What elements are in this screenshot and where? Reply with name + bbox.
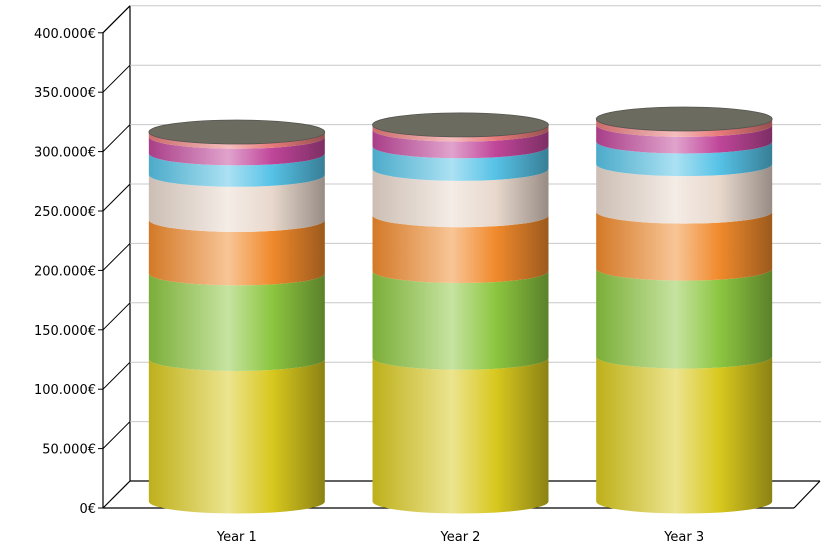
bar-segment: [148, 153, 325, 187]
cylinder-1: [148, 119, 326, 514]
bar-segment: [372, 215, 549, 284]
y-tick-label: 150.000€: [34, 324, 96, 339]
bar-segment: [148, 132, 325, 149]
wall-gridline: [102, 5, 131, 34]
y-tick-label: 50.000€: [42, 443, 96, 458]
bar-segment: [596, 356, 773, 514]
bar-segment: [596, 118, 773, 137]
bar-segment: [148, 174, 325, 232]
y-tick-label: 200.000€: [34, 264, 96, 279]
x-tick-label: Year 1: [216, 530, 257, 545]
bar-segment: [372, 357, 549, 514]
cylinder-top: [148, 119, 326, 145]
x-tick-label: Year 2: [440, 530, 481, 545]
floor-left-edge: [102, 480, 131, 509]
cylinder-top: [372, 112, 549, 138]
y-tick-label: 100.000€: [34, 383, 96, 398]
bar-segment: [596, 124, 773, 154]
bar-segment: [372, 124, 549, 142]
x-tick-label: Year 3: [663, 530, 704, 545]
bar-segment: [596, 268, 773, 369]
bar-segment: [596, 141, 773, 177]
wall-gridline: [102, 243, 131, 271]
wall-gridline: [102, 421, 131, 449]
bar-segment: [372, 168, 549, 228]
bar-segment: [596, 164, 773, 224]
y-tick-label: 350.000€: [34, 86, 96, 101]
wall-gridline: [102, 302, 131, 331]
bar-segment: [596, 211, 773, 281]
cylinder-top: [595, 106, 773, 132]
bars: [148, 106, 773, 514]
bar-segment: [148, 273, 325, 371]
y-tick-label: 0€: [79, 502, 96, 517]
wall-gridline: [102, 64, 131, 93]
bar-segment: [148, 219, 325, 286]
cylinder-3: [595, 106, 773, 514]
bar-segment: [372, 271, 549, 370]
bar-segment: [148, 358, 325, 514]
wall-gridline: [102, 124, 131, 152]
y-axis-ticks: 0€ 50.000€ 100.000€ 150.000€ 200.000€ 250.000…: [34, 27, 103, 517]
bar-segment: [372, 146, 549, 181]
wall-gridline: [102, 183, 131, 212]
y-tick-label: 400.000€: [34, 27, 96, 42]
cylinder-2: [372, 112, 549, 514]
floor-right-edge: [793, 480, 821, 509]
bar-segment: [148, 136, 325, 166]
bar-segment: [372, 129, 549, 159]
x-axis-ticks: Year 1 Year 2 Year 3: [216, 530, 704, 545]
y-tick-label: 300.000€: [34, 146, 96, 161]
wall-gridline: [102, 361, 131, 390]
y-tick-label: 250.000€: [34, 205, 96, 220]
